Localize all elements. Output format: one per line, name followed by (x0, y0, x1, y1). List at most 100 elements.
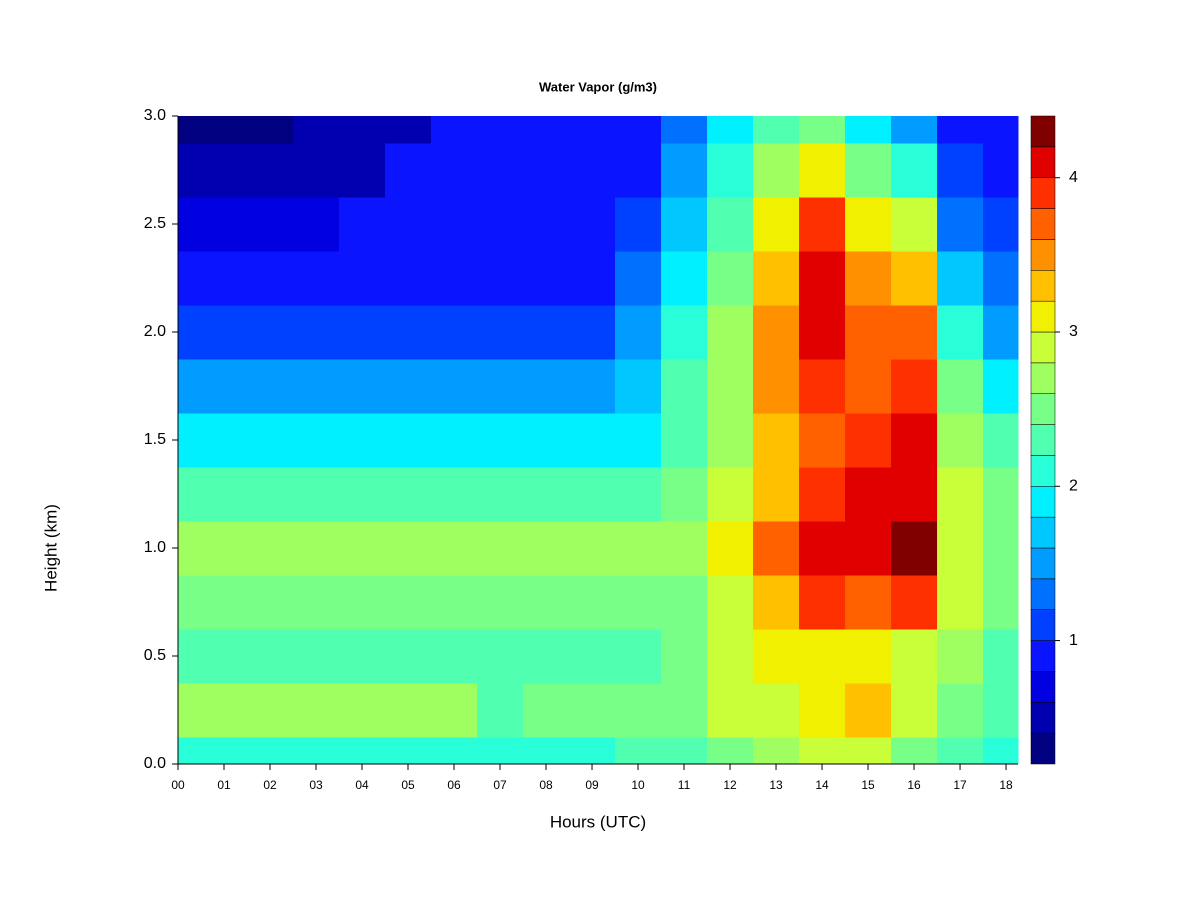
heatmap-cell (799, 197, 846, 252)
heatmap-cell (661, 305, 708, 360)
colorbar-band (1030, 702, 1056, 734)
colorbar-band (1030, 177, 1056, 209)
heatmap-cell (569, 737, 616, 765)
heatmap-cell (247, 251, 294, 306)
colorbar-band (1030, 362, 1056, 394)
heatmap-cell (707, 305, 754, 360)
heatmap-cell (937, 683, 984, 738)
heatmap-cell (178, 629, 202, 684)
heatmap-cell (201, 413, 248, 468)
heatmap-cell (523, 737, 570, 765)
heatmap-cell (937, 116, 984, 144)
heatmap-cell (615, 413, 662, 468)
heatmap-cell (339, 521, 386, 576)
heatmap-cell (983, 116, 1019, 144)
heatmap-cell (707, 251, 754, 306)
heatmap-cell (983, 683, 1019, 738)
heatmap-cell (247, 305, 294, 360)
heatmap-cell (753, 521, 800, 576)
heatmap-cell (178, 521, 202, 576)
heatmap-cell (615, 467, 662, 522)
heatmap-cell (523, 305, 570, 360)
heatmap-cell (523, 629, 570, 684)
heatmap-cell (431, 521, 478, 576)
colorbar-band (1030, 486, 1056, 518)
heatmap-cell (431, 413, 478, 468)
heatmap-cell (523, 116, 570, 144)
heatmap-cell (661, 197, 708, 252)
heatmap-cell (983, 197, 1019, 252)
heatmap-cell (178, 197, 202, 252)
heatmap-cell (385, 575, 432, 630)
heatmap-cell (845, 413, 892, 468)
colorbar-band (1030, 732, 1056, 765)
heatmap-cell (661, 521, 708, 576)
heatmap-cell (845, 575, 892, 630)
heatmap-cell (799, 359, 846, 414)
heatmap-cell (937, 143, 984, 198)
heatmap-cell (293, 575, 340, 630)
y-tick-label: 1.5 (144, 431, 166, 448)
heatmap-cell (891, 305, 938, 360)
heatmap-cell (431, 305, 478, 360)
y-tick-label: 2.0 (144, 323, 166, 340)
heatmap-cell (707, 575, 754, 630)
heatmap-cell (707, 521, 754, 576)
x-tick-label: 15 (861, 778, 875, 792)
heatmap-cell (293, 521, 340, 576)
heatmap-cell (385, 116, 432, 144)
heatmap-cell (799, 143, 846, 198)
heatmap-cell (615, 251, 662, 306)
colorbar-band (1030, 146, 1056, 178)
x-tick-label: 00 (171, 778, 185, 792)
heatmap-cell (477, 197, 524, 252)
colorbar-band (1030, 393, 1056, 425)
heatmap-cell (615, 737, 662, 765)
colorbar-tick-label: 4 (1069, 169, 1078, 186)
heatmap-cell (845, 251, 892, 306)
heatmap-cell (891, 467, 938, 522)
heatmap-cell (339, 683, 386, 738)
heatmap-cell (178, 683, 202, 738)
heatmap-cell (293, 143, 340, 198)
x-tick-label: 16 (907, 778, 921, 792)
heatmap-cell (937, 521, 984, 576)
heatmap-cell (523, 575, 570, 630)
heatmap-cell (937, 467, 984, 522)
heatmap-cell (661, 413, 708, 468)
heatmap-cell (477, 737, 524, 765)
heatmap-cell (178, 143, 202, 198)
heatmap-cell (431, 143, 478, 198)
heatmap-cell (178, 467, 202, 522)
heatmap-cell (431, 197, 478, 252)
x-tick-label: 02 (263, 778, 277, 792)
heatmap-cell (891, 413, 938, 468)
heatmap-cell (983, 575, 1019, 630)
heatmap-cell (707, 737, 754, 765)
heatmap-cell (293, 251, 340, 306)
heatmap-cell (569, 683, 616, 738)
heatmap-cell (201, 359, 248, 414)
heatmap-cell (477, 359, 524, 414)
x-tick-label: 03 (309, 778, 323, 792)
heatmap-cell (247, 683, 294, 738)
x-tick-label: 04 (355, 778, 369, 792)
heatmap-cell (385, 467, 432, 522)
colorbar-band (1030, 516, 1056, 549)
heatmap-cell (178, 251, 202, 306)
heatmap-cell (201, 737, 248, 765)
colorbar-band (1030, 640, 1056, 672)
heatmap-cell (247, 143, 294, 198)
heatmap-cell (385, 359, 432, 414)
x-tick-label: 14 (815, 778, 829, 792)
heatmap-cell (178, 575, 202, 630)
heatmap-cell (937, 251, 984, 306)
heatmap-cell (569, 521, 616, 576)
heatmap-cell (661, 737, 708, 765)
heatmap-cell (477, 116, 524, 144)
heatmap-cell (753, 467, 800, 522)
heatmap-cell (891, 116, 938, 144)
heatmap-cell (845, 467, 892, 522)
heatmap-cell (523, 521, 570, 576)
